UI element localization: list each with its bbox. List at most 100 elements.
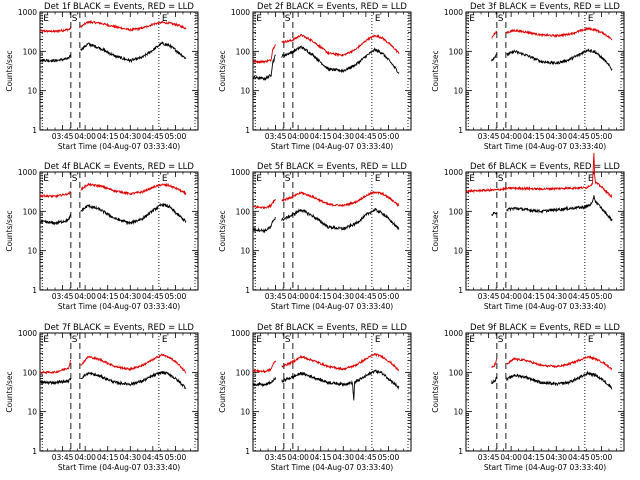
- x-tick-label: 04:45: [142, 453, 164, 462]
- y-tick-label: 100: [449, 368, 464, 377]
- marker-label-s: S: [285, 335, 291, 345]
- marker-label-s: S: [285, 14, 291, 24]
- series-lld-line: [281, 33, 400, 57]
- series-events-line: [506, 195, 613, 222]
- panel-det-5: Det 5f BLACK = Events, RED = LLD 1 10 100 10…: [218, 162, 412, 311]
- x-axis-label: Start Time (04-Aug-07 03:33:40): [271, 142, 393, 151]
- series-lld-line: [252, 44, 276, 65]
- y-tick-label: 1000: [18, 8, 37, 17]
- marker-label-e: E: [375, 14, 381, 24]
- marker-label-s: S: [72, 335, 78, 345]
- x-tick-label: 05:00: [591, 453, 613, 462]
- x-tick-label: 04:45: [355, 453, 377, 462]
- y-tick-label: 1: [32, 447, 37, 456]
- panel-title: Det 7f BLACK = Events, RED = LLD: [44, 323, 194, 333]
- series-events-line: [506, 48, 613, 72]
- x-tick-label: 03:45: [478, 453, 500, 462]
- x-tick-label: 04:30: [545, 453, 567, 462]
- x-tick-label: 04:00: [500, 453, 522, 462]
- y-axis-label: Counts/sec: [5, 50, 14, 91]
- series-events-line: [39, 377, 72, 386]
- x-tick-label: 03:45: [52, 292, 74, 301]
- y-axis-label: Counts/sec: [431, 371, 440, 412]
- plot-frame: [252, 332, 412, 452]
- y-tick-label: 1000: [231, 8, 250, 17]
- x-axis-label: Start Time (04-Aug-07 03:33:40): [58, 463, 180, 472]
- x-tick-label: 03:45: [265, 292, 287, 301]
- panel-det-7: Det 7f BLACK = Events, RED = LLD 1 10 100 10…: [5, 323, 199, 472]
- series-events-line: [40, 54, 71, 63]
- x-tick-label: 04:15: [97, 453, 119, 462]
- panel-title: Det 2f BLACK = Events, RED = LLD: [257, 2, 407, 12]
- y-tick-label: 100: [236, 207, 251, 216]
- series-events-line: [252, 54, 276, 82]
- x-tick-label: 05:00: [165, 453, 187, 462]
- y-tick-label: 1000: [444, 329, 463, 338]
- marker-label-e: E: [162, 335, 168, 345]
- plot-frame: [465, 171, 625, 291]
- series-lld-line: [39, 191, 72, 199]
- x-tick-label: 04:45: [142, 292, 164, 301]
- y-tick-label: 10: [240, 247, 250, 256]
- y-tick-label: 1000: [18, 329, 37, 338]
- marker-label-e: E: [256, 174, 262, 184]
- x-tick-label: 05:00: [591, 132, 613, 141]
- marker-label-e: E: [375, 174, 381, 184]
- panel-title: Det 1f BLACK = Events, RED = LLD: [44, 2, 194, 12]
- x-tick-label: 04:30: [332, 132, 354, 141]
- x-tick-label: 04:15: [523, 453, 545, 462]
- y-tick-label: 1: [245, 286, 250, 295]
- x-tick-label: 04:00: [74, 453, 96, 462]
- series-lld-line: [491, 30, 498, 39]
- panel-title: Det 6f BLACK = Events, RED = LLD: [470, 162, 620, 172]
- series-events-line: [252, 216, 276, 234]
- y-tick-label: 10: [453, 87, 463, 96]
- marker-label-e: E: [43, 174, 49, 184]
- panel-det-1: Det 1f BLACK = Events, RED = LLD 1 10 100 10…: [5, 2, 199, 151]
- series-events-line: [491, 53, 498, 62]
- panel-det-2: Det 2f BLACK = Events, RED = LLD 1 10 100 10…: [218, 2, 412, 151]
- x-tick-label: 05:00: [165, 292, 187, 301]
- plot-frame: [39, 171, 199, 291]
- x-tick-label: 05:00: [378, 292, 400, 301]
- x-tick-label: 04:00: [287, 132, 309, 141]
- x-tick-label: 03:45: [52, 453, 74, 462]
- y-tick-label: 100: [449, 207, 464, 216]
- x-tick-label: 04:15: [97, 132, 119, 141]
- series-events-line: [80, 41, 187, 64]
- series-lld-line: [281, 191, 400, 208]
- marker-label-e: E: [43, 14, 49, 24]
- marker-label-s: S: [498, 335, 504, 345]
- series-events-line: [39, 214, 71, 226]
- series-lld-line: [252, 360, 277, 374]
- panel-title: Det 3f BLACK = Events, RED = LLD: [470, 2, 620, 12]
- series-lld-line: [39, 26, 72, 34]
- marker-label-e: E: [588, 335, 594, 345]
- marker-label-e: E: [469, 335, 475, 345]
- x-tick-label: 04:30: [119, 453, 141, 462]
- x-tick-label: 05:00: [591, 292, 613, 301]
- x-tick-label: 04:00: [287, 453, 309, 462]
- y-tick-label: 10: [240, 87, 250, 96]
- series-lld-line: [465, 152, 613, 198]
- plot-frame: [465, 332, 625, 452]
- y-axis-label: Counts/sec: [431, 50, 440, 91]
- x-tick-label: 04:45: [355, 132, 377, 141]
- x-tick-label: 04:45: [568, 453, 590, 462]
- y-axis-label: Counts/sec: [218, 50, 227, 91]
- series-events-line: [281, 369, 400, 401]
- y-axis-label: Counts/sec: [431, 210, 440, 251]
- x-tick-label: 04:00: [287, 292, 309, 301]
- marker-label-e: E: [256, 335, 262, 345]
- x-axis-label: Start Time (04-Aug-07 03:33:40): [484, 302, 606, 311]
- x-tick-label: 04:30: [119, 132, 141, 141]
- y-axis-label: Counts/sec: [218, 210, 227, 251]
- series-lld-line: [80, 19, 187, 33]
- panel-det-9: Det 9f BLACK = Events, RED = LLD 1 10 100 10…: [431, 323, 625, 472]
- series-lld-line: [281, 352, 400, 372]
- y-tick-label: 10: [453, 247, 463, 256]
- y-axis-label: Counts/sec: [5, 210, 14, 251]
- x-axis-label: Start Time (04-Aug-07 03:33:40): [271, 302, 393, 311]
- y-tick-label: 100: [236, 47, 251, 56]
- y-axis-label: Counts/sec: [5, 371, 14, 412]
